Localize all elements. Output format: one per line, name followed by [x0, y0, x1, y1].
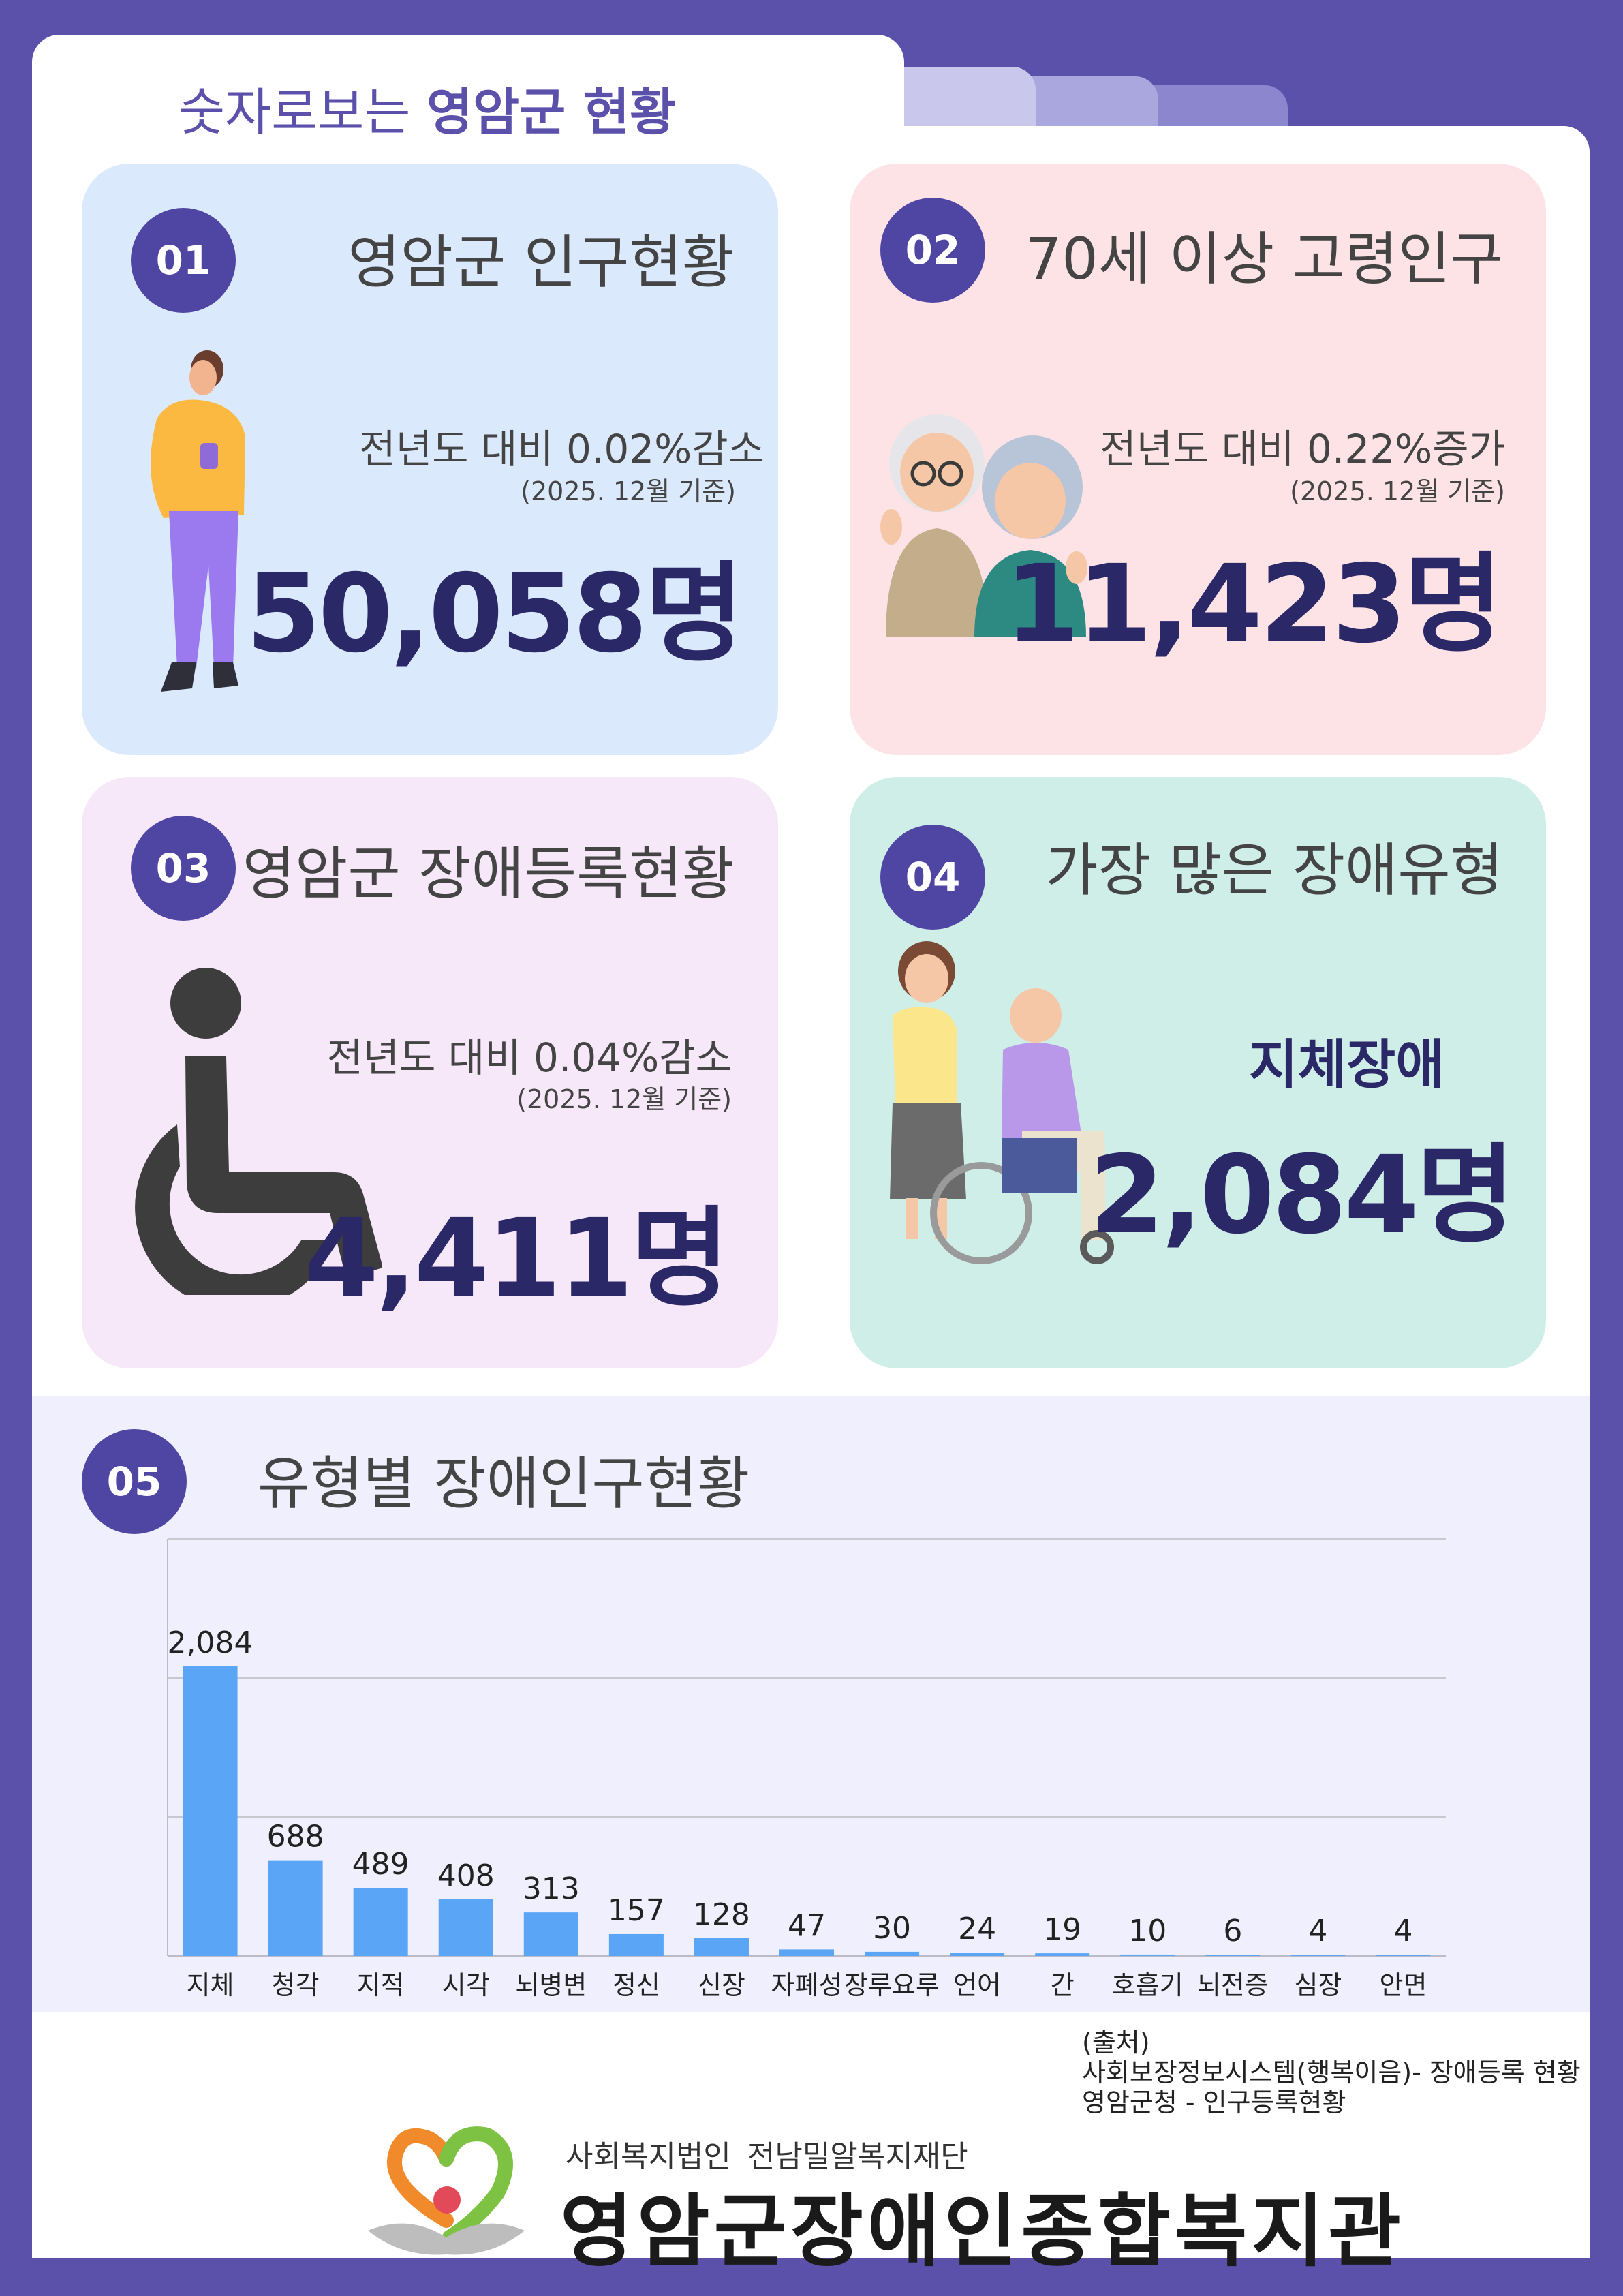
chart-data-label: 4 [1308, 1914, 1327, 1948]
card-value: 11,423명 [1004, 542, 1503, 667]
chart-data-label: 4 [1393, 1914, 1412, 1948]
page-title-prefix: 숫자로보는 [179, 83, 427, 142]
card-value: 4,411명 [303, 1196, 730, 1321]
chart-bar [1205, 1955, 1261, 1956]
chart-data-label: 10 [1128, 1914, 1166, 1948]
chart-bar [438, 1899, 493, 1956]
chart-bar [183, 1666, 238, 1956]
disability-type-label: 지체장애 [1249, 1035, 1445, 1096]
chart-bar [523, 1912, 578, 1956]
chart-bar [1035, 1953, 1090, 1956]
organization-subtitle: 사회복지법인 전남밀알복지재단 [566, 2139, 968, 2174]
card-number-badge: 02 [880, 198, 985, 303]
card-value: 50,058명 [245, 551, 744, 677]
source-line-2: 영암군청 - 인구등록현황 [1082, 2087, 1346, 2117]
card-title: 영암군 장애등록현황 [242, 840, 735, 907]
chart-category-label: 지적 [357, 1970, 405, 2000]
chart-category-label: 뇌전증 [1197, 1970, 1269, 2000]
chart-data-label: 24 [958, 1912, 996, 1946]
card-comparison-text: 전년도 대비 0.04%감소 [326, 1035, 732, 1081]
card-comparison-text: 전년도 대비 0.02%감소 [359, 426, 764, 472]
chart-data-label: 157 [608, 1893, 665, 1928]
chart-category-label: 호흡기 [1112, 1970, 1184, 2000]
card-basis-date: (2025. 12월 기준) [1290, 476, 1505, 506]
chart-category-label: 청각 [272, 1970, 320, 2000]
chart-data-label: 688 [267, 1820, 324, 1854]
chart-data-label: 30 [873, 1911, 911, 1946]
chart-bar [865, 1951, 920, 1956]
source-line-1: 사회보장정보시스템(행복이음)- 장애등록 현황 [1082, 2057, 1581, 2087]
card-basis-date: (2025. 12월 기준) [521, 476, 736, 506]
person-with-phone-illustration [151, 350, 245, 692]
chart-category-label: 안면 [1380, 1970, 1427, 2000]
card-number-badge: 04 [880, 825, 985, 930]
card-number-badge: 01 [131, 208, 236, 313]
heart-hands-logo [368, 2126, 525, 2255]
chart-bar [779, 1949, 835, 1956]
chart-data-label: 408 [437, 1858, 495, 1893]
page-title-highlight: 영암군 현황 [426, 83, 677, 142]
chart-bar [694, 1938, 749, 1956]
chart-bar [1120, 1954, 1175, 1956]
chart-data-label: 128 [693, 1897, 750, 1932]
chart-category-label: 언어 [953, 1970, 1001, 2000]
chart-category-label: 간 [1051, 1970, 1075, 2000]
wheelchair-icon [135, 968, 382, 1295]
card-basis-date: (2025. 12월 기준) [516, 1084, 732, 1114]
chart-category-label: 시각 [442, 1970, 490, 2000]
card-title: 가장 많은 장애유형 [1045, 837, 1503, 904]
chart-bar [353, 1888, 408, 1956]
chart-data-label: 313 [523, 1871, 580, 1906]
card-number-badge: 03 [131, 816, 236, 921]
chart-data-label: 489 [352, 1847, 409, 1882]
section-title: 유형별 장애인구현황 [258, 1450, 750, 1517]
elderly-couple-illustration [880, 414, 1087, 637]
chart-category-label: 뇌병변 [515, 1970, 587, 2000]
page-title: 숫자로보는 영암군 현황 [179, 72, 677, 142]
caregiver-wheelchair-illustration [890, 941, 1114, 1264]
chart-category-label: 정신 [613, 1970, 660, 2000]
card-value: 2,084명 [1089, 1133, 1515, 1258]
chart-bar [1376, 1955, 1431, 1956]
source-heading: (출처) [1082, 2027, 1150, 2057]
chart-data-label: 47 [788, 1908, 826, 1943]
card-comparison-text: 전년도 대비 0.22%증가 [1100, 426, 1505, 472]
chart-category-label: 지체 [187, 1970, 234, 2000]
chart-category-label: 심장 [1294, 1970, 1342, 2000]
source-note: (출처) 사회보장정보시스템(행복이음)- 장애등록 현황 영암군청 - 인구등… [1082, 2027, 1581, 2117]
organization-name: 영암군장애인종합복지관 [560, 2186, 1405, 2278]
chart-category-label: 장루요루 [844, 1970, 940, 2000]
chart-bar [268, 1860, 323, 1956]
card-title: 70세 이상 고령인구 [1025, 226, 1503, 292]
chart-category-label: 신장 [698, 1970, 745, 2000]
chart-category-label: 자폐성 [771, 1970, 843, 2000]
chart-data-label: 19 [1043, 1912, 1081, 1947]
chart-bar [608, 1933, 664, 1956]
card-title: 영암군 인구현황 [347, 229, 735, 296]
chart-data-label: 2,084 [168, 1625, 253, 1660]
chart-data-label: 6 [1223, 1914, 1242, 1948]
chart-bar [950, 1953, 1005, 1956]
section-number-badge: 05 [82, 1429, 187, 1534]
chart-bar [1290, 1955, 1346, 1956]
